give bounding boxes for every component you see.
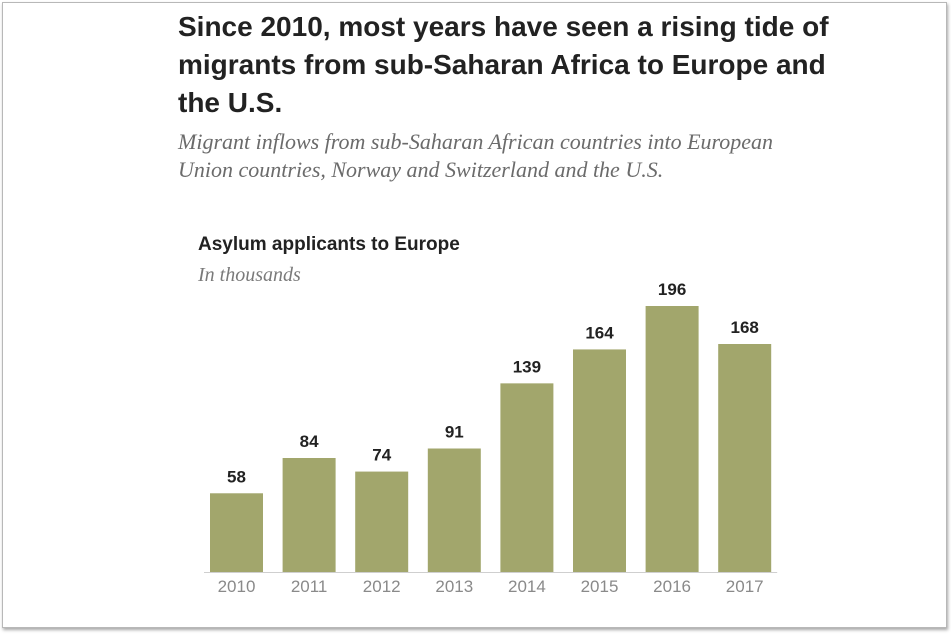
value-label-2017: 168 [731,318,759,337]
x-tick-label-2014: 2014 [508,577,546,596]
bar-2010 [210,493,263,572]
bar-2013 [427,448,481,572]
bar-2015 [573,349,626,572]
headline: Since 2010, most years have seen a risin… [178,11,829,118]
bar-2012 [355,471,409,572]
bar-2014 [500,383,554,572]
chart-title: Asylum applicants to Europe [198,234,460,255]
x-tick-label-2012: 2012 [363,577,401,596]
subtitle: Migrant inflows from sub-Saharan African… [178,129,774,182]
x-tick-label-2016: 2016 [653,577,691,596]
value-label-2011: 84 [300,432,319,451]
value-label-2012: 74 [372,446,391,465]
x-tick-label-2013: 2013 [435,577,473,596]
bar-2017 [718,344,772,572]
chart-unit-label: In thousands [198,264,301,286]
x-tick-label-2010: 2010 [218,577,256,596]
bar-2011 [282,458,336,572]
value-label-2015: 164 [585,323,614,342]
x-tick-label-2011: 2011 [291,577,328,596]
value-label-2016: 196 [658,280,686,299]
value-label-2010: 58 [227,467,246,486]
value-label-2013: 91 [445,423,464,442]
x-tick-label-2017: 2017 [726,577,764,596]
value-label-2014: 139 [513,357,541,376]
x-tick-label-2015: 2015 [581,577,619,596]
bar-2016 [645,306,699,572]
